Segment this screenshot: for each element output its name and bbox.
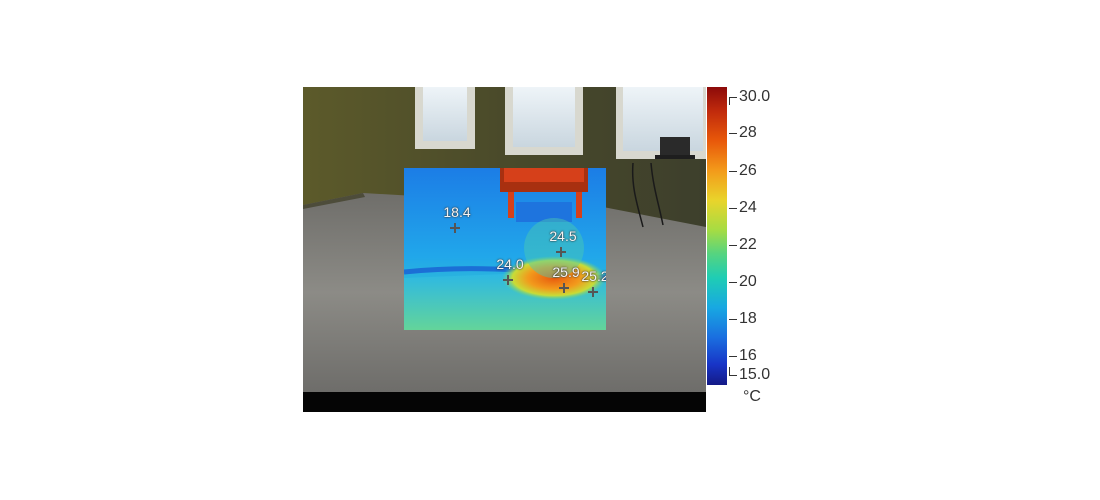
spot-temperature-label: 24.5 bbox=[549, 228, 577, 244]
scale-min-label: 15.0 bbox=[739, 366, 771, 383]
temperature-scale-ticks: 30.0 28 26 24 22 20 18 16 15.0 bbox=[729, 87, 809, 387]
scale-tick-label: 28 bbox=[739, 124, 757, 141]
scale-tick-label: 18 bbox=[739, 310, 757, 327]
scale-tick-label: 22 bbox=[739, 236, 757, 253]
scale-tick-label: 16 bbox=[739, 347, 757, 364]
scale-tick-label: 20 bbox=[739, 273, 757, 290]
crosshair-icon bbox=[503, 275, 513, 285]
crosshair-icon bbox=[559, 283, 569, 293]
thermal-overlay: 18.4 24.5 24.0 25.9 25.2 bbox=[404, 168, 606, 330]
spot-temperature-label: 25.9 bbox=[552, 264, 580, 280]
temperature-color-scale bbox=[707, 87, 727, 385]
crosshair-icon bbox=[556, 247, 566, 257]
spot-temperature-label: 25.2 bbox=[581, 268, 606, 284]
spot-temperature-label: 24.0 bbox=[496, 256, 524, 272]
scale-tick-label: 26 bbox=[739, 162, 757, 179]
spot-temperature-label: 18.4 bbox=[443, 204, 471, 220]
scale-max-label: 30.0 bbox=[739, 88, 771, 105]
temperature-unit-label: °C bbox=[743, 388, 761, 405]
crosshair-icon bbox=[588, 287, 598, 297]
scale-tick-label: 24 bbox=[739, 199, 757, 216]
crosshair-icon bbox=[450, 223, 460, 233]
